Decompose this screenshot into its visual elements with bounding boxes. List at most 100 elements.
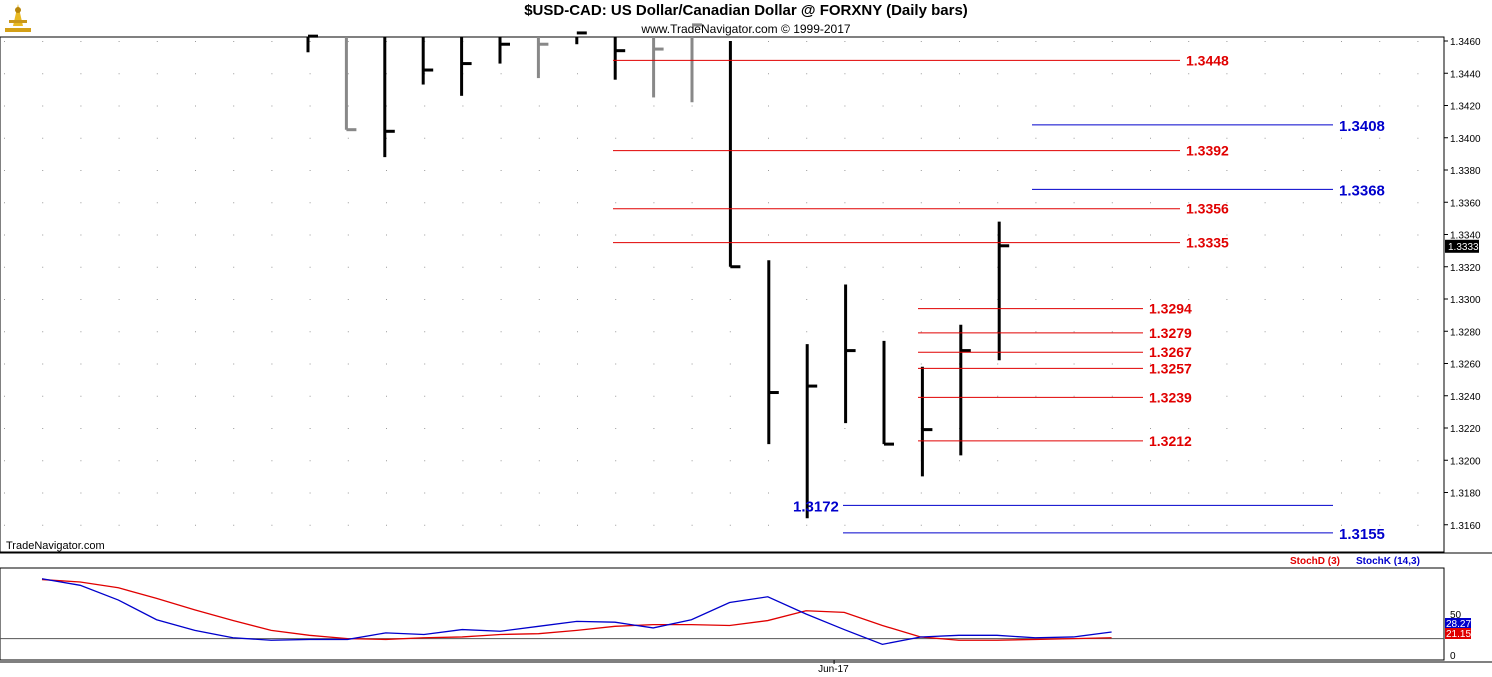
grid-dot: [195, 460, 196, 462]
grid-dot: [233, 524, 235, 526]
grid-dot: [80, 73, 82, 75]
grid-dot: [424, 137, 426, 139]
grid-dot: [1150, 492, 1151, 494]
grid-dot: [500, 363, 502, 365]
grid-dot: [309, 105, 311, 107]
grid-dot: [1379, 363, 1381, 365]
grid-dot: [42, 41, 44, 42]
grid-dot: [1111, 524, 1113, 526]
y-tick-label: 1.3440: [1450, 69, 1481, 80]
grid-dot: [1417, 395, 1419, 397]
grid-dot: [1111, 137, 1113, 139]
grid-dot: [1111, 299, 1113, 300]
grid-dot: [462, 331, 464, 333]
grid-dot: [1111, 331, 1113, 333]
grid-dot: [347, 105, 349, 107]
grid-dot: [615, 202, 617, 204]
grid-dot: [959, 524, 960, 526]
grid-dot: [233, 363, 235, 365]
y-tick-label: 1.3160: [1450, 521, 1481, 532]
grid-dot: [424, 299, 426, 300]
grid-dot: [844, 266, 846, 268]
grid-dot: [1188, 524, 1190, 526]
grid-dot: [80, 460, 82, 462]
grid-dot: [462, 492, 464, 494]
grid-dot: [920, 363, 922, 365]
grid-dot: [4, 234, 5, 236]
grid-dot: [1035, 299, 1037, 300]
grid-dot: [500, 460, 502, 462]
grid-dot: [271, 331, 273, 333]
grid-dot: [1111, 202, 1113, 204]
grid-dot: [42, 331, 44, 333]
red-level-label: 1.3267: [1149, 344, 1192, 360]
grid-dot: [500, 266, 502, 268]
grid-dot: [1188, 41, 1190, 42]
grid-dot: [729, 428, 731, 429]
grid-dot: [462, 460, 464, 462]
grid-dot: [1226, 73, 1228, 75]
grid-dot: [1417, 266, 1419, 268]
grid-dot: [768, 73, 769, 75]
grid-dot: [653, 492, 655, 494]
grid-dot: [156, 395, 158, 397]
stochd-last-badge: [1445, 628, 1471, 639]
grid-dot: [653, 363, 655, 365]
grid-dot: [1302, 266, 1304, 268]
grid-dot: [271, 41, 273, 42]
grid-dot: [1226, 363, 1228, 365]
grid-dot: [806, 266, 808, 268]
grid-dot: [1035, 137, 1037, 139]
grid-dot: [118, 460, 120, 462]
watermark: TradeNavigator.com: [6, 540, 105, 552]
grid-dot: [156, 363, 158, 365]
grid-dot: [920, 170, 922, 171]
grid-dot: [42, 234, 44, 236]
grid-dot: [1188, 266, 1190, 268]
grid-dot: [462, 266, 464, 268]
grid-dot: [1035, 363, 1037, 365]
grid-dot: [577, 395, 578, 397]
grid-dot: [1341, 492, 1342, 494]
grid-dot: [195, 299, 196, 300]
grid-dot: [500, 395, 502, 397]
grid-dot: [1188, 428, 1190, 429]
grid-dot: [4, 363, 5, 365]
grid-dot: [424, 234, 426, 236]
grid-dot: [729, 460, 731, 462]
grid-dot: [347, 428, 349, 429]
grid-dot: [1150, 41, 1151, 42]
grid-dot: [1188, 73, 1190, 75]
grid-dot: [500, 299, 502, 300]
grid-dot: [386, 202, 387, 204]
grid-dot: [959, 202, 960, 204]
grid-dot: [156, 331, 158, 333]
grid-dot: [806, 202, 808, 204]
grid-dot: [844, 137, 846, 139]
grid-dot: [997, 524, 999, 526]
grid-dot: [347, 41, 349, 42]
grid-dot: [271, 234, 273, 236]
grid-dot: [1417, 492, 1419, 494]
grid-dot: [882, 202, 884, 204]
grid-dot: [118, 137, 120, 139]
grid-dot: [577, 137, 578, 139]
grid-dot: [500, 234, 502, 236]
grid-dot: [156, 137, 158, 139]
grid-dot: [1264, 395, 1266, 397]
grid-dot: [347, 460, 349, 462]
blue-level-label: 1.3408: [1339, 118, 1385, 135]
grid-dot: [1264, 202, 1266, 204]
grid-dot: [233, 266, 235, 268]
grid-dot: [386, 105, 387, 107]
grid-dot: [729, 492, 731, 494]
grid-dot: [653, 331, 655, 333]
grid-dot: [80, 428, 82, 429]
grid-dot: [1417, 428, 1419, 429]
grid-dot: [424, 202, 426, 204]
grid-dot: [271, 202, 273, 204]
grid-dot: [309, 460, 311, 462]
grid-dot: [4, 331, 5, 333]
grid-dot: [1264, 331, 1266, 333]
